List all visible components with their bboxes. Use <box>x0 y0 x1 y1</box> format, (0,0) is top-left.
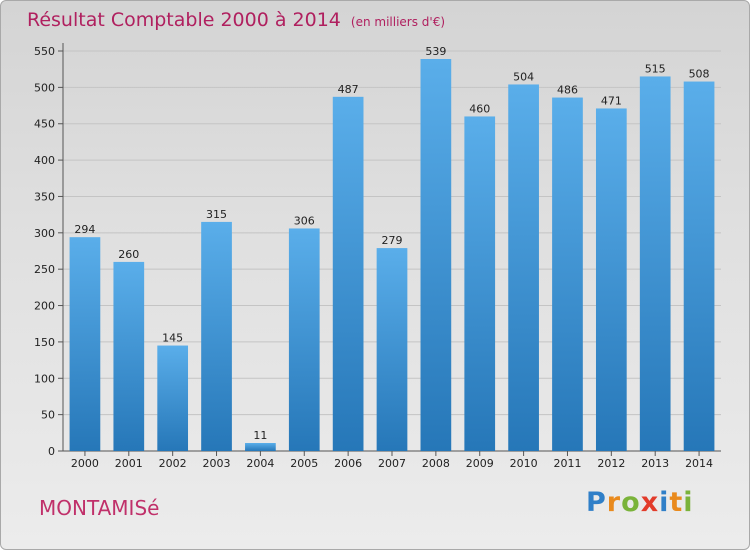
x-tick-label: 2008 <box>422 457 450 470</box>
y-tick-label: 550 <box>34 45 55 58</box>
value-labels: 294 260 145 315 11 306 487 279 539 460 504 486 471 51… <box>74 45 709 442</box>
chart-subtitle: (en milliers d'€) <box>350 15 446 29</box>
bar <box>420 59 452 451</box>
bar <box>683 81 715 451</box>
logo-letter: P <box>586 487 607 518</box>
x-tick-label: 2013 <box>641 457 669 470</box>
x-tick-label: 2002 <box>159 457 187 470</box>
x-tick-label: 2005 <box>290 457 318 470</box>
y-tick-label: 100 <box>34 372 55 385</box>
value-label: 460 <box>469 102 490 115</box>
logo-letter: x <box>640 487 660 518</box>
x-tick-label: 2001 <box>115 457 143 470</box>
bar <box>508 84 539 452</box>
bar <box>552 97 583 451</box>
x-tick-label: 2011 <box>553 457 581 470</box>
value-label: 515 <box>645 62 666 75</box>
bar <box>595 108 627 452</box>
bar <box>113 261 145 451</box>
x-tick-label: 2006 <box>334 457 362 470</box>
y-tick-label: 250 <box>34 263 55 276</box>
bar <box>157 345 189 451</box>
bar <box>288 228 320 451</box>
value-label: 539 <box>425 45 446 58</box>
y-tick-label: 0 <box>48 445 55 458</box>
y-tick-label: 200 <box>34 300 55 313</box>
axes: 0 50 100 150 200 250 300 350 400 450 500 550 2000 200… <box>34 43 721 470</box>
bar <box>245 443 276 451</box>
value-label: 260 <box>118 248 139 261</box>
logo-letter: r <box>606 487 622 518</box>
logo-letter: i <box>683 487 694 518</box>
proxiti-logo: Proxiti <box>586 487 694 518</box>
value-label: 504 <box>513 70 534 83</box>
bar <box>639 76 671 452</box>
value-label: 471 <box>601 94 622 107</box>
bar <box>464 116 496 452</box>
bar <box>332 96 364 452</box>
commune-name: MONTAMISé <box>39 496 160 520</box>
logo-letter: o <box>621 487 641 518</box>
x-tick-label: 2003 <box>203 457 231 470</box>
x-tick-label: 2010 <box>510 457 538 470</box>
x-tick-label: 2012 <box>597 457 625 470</box>
x-tick-label: 2009 <box>466 457 494 470</box>
logo-letter: i <box>659 487 670 518</box>
y-tick-label: 150 <box>34 336 55 349</box>
value-label: 145 <box>162 332 183 345</box>
value-label: 294 <box>74 223 95 236</box>
x-tick-label: 2000 <box>71 457 99 470</box>
y-tick-label: 500 <box>34 81 55 94</box>
value-label: 315 <box>206 208 227 221</box>
value-label: 486 <box>557 84 578 97</box>
value-label: 11 <box>253 429 267 442</box>
value-label: 306 <box>294 214 315 227</box>
y-tick-label: 400 <box>34 154 55 167</box>
x-tick-label: 2007 <box>378 457 406 470</box>
bar <box>69 237 101 451</box>
chart-title: Résultat Comptable 2000 à 2014 (en millie… <box>27 9 445 31</box>
y-tick-label: 50 <box>41 409 55 422</box>
x-tick-label: 2014 <box>685 457 713 470</box>
y-tick-label: 450 <box>34 118 55 131</box>
bar <box>201 221 232 451</box>
x-tick-label: 2004 <box>246 457 274 470</box>
y-tick-label: 300 <box>34 227 55 240</box>
value-label: 508 <box>689 68 710 81</box>
logo-letter: t <box>669 487 684 518</box>
value-label: 279 <box>382 234 403 247</box>
bars <box>69 59 715 452</box>
y-tick-label: 350 <box>34 190 55 203</box>
bar <box>376 248 408 451</box>
value-label: 487 <box>338 83 359 96</box>
chart-title-text: Résultat Comptable 2000 à 2014 <box>27 9 341 31</box>
